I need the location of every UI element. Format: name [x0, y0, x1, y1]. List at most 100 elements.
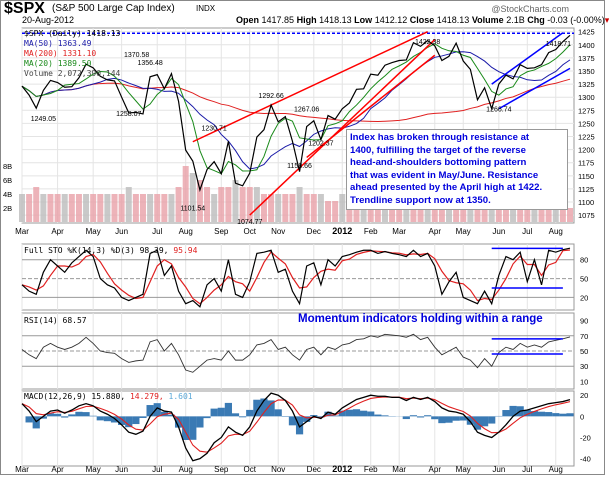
volume-tick-label: 6B: [3, 176, 12, 185]
x-tick-label: Jul: [522, 465, 532, 474]
macd-histogram-bar: [331, 415, 339, 417]
note-line: head-and-shoulders bottoming pattern: [350, 157, 527, 168]
price-label: 1267.06: [294, 106, 319, 113]
price-tick-label: 1125: [578, 185, 594, 194]
macd-histogram-bar: [352, 409, 361, 417]
x-tick-label: Jun: [115, 227, 128, 236]
price-line: [21, 34, 571, 193]
volume-bar: [125, 187, 132, 222]
macd-histogram-bar: [552, 413, 560, 417]
macd-histogram-bar: [167, 414, 176, 417]
macd-histogram-bar: [367, 411, 375, 417]
volume-tick-label: 2B: [3, 204, 12, 213]
x-tick-label: Sep: [214, 227, 229, 236]
macd-histogram-bar: [459, 416, 467, 421]
macd-histogram-bar: [431, 416, 439, 420]
volume-bar: [147, 194, 154, 222]
x-tick-label: May: [86, 465, 101, 474]
blue-trendline: [491, 32, 564, 85]
legend-price: $SPX (Daily) 1418.13: [24, 29, 121, 38]
volume-bar: [61, 194, 68, 222]
macd-histogram-bar: [239, 416, 247, 418]
macd-histogram-bar: [360, 410, 368, 417]
price-label: 1266.74: [486, 106, 511, 113]
low-value: 1412.12: [374, 15, 408, 25]
macd-histogram-bar: [210, 408, 218, 417]
macd-histogram-bar: [89, 415, 97, 417]
macd-legend-line: MACD(12,26,9) 15.880,: [24, 392, 126, 401]
x-tick-label: Sep: [214, 465, 229, 474]
macd-tick-label: 0: [580, 412, 584, 421]
volume-bar: [161, 194, 168, 222]
price-label: 1158.66: [287, 163, 312, 170]
volume-bar: [260, 194, 267, 222]
x-tick-label: Dec: [307, 465, 321, 474]
macd-histogram-bar: [488, 416, 496, 424]
x-tick-label: Nov: [271, 227, 285, 236]
volume-bar: [189, 173, 196, 222]
volume-bar: [104, 194, 111, 222]
x-tick-label: Jul: [152, 465, 162, 474]
high-label: High: [296, 15, 317, 25]
price-label: 1418.71: [546, 41, 571, 48]
price-tick-label: 1150: [578, 172, 594, 181]
macd-histogram-bar: [196, 416, 204, 428]
volume-bar: [211, 194, 218, 222]
annotation-box: Index has broken through resistance at 1…: [346, 129, 568, 210]
note-line: 1400, fulfilling the target of the rever…: [350, 144, 526, 156]
macd-histogram-bar: [203, 416, 211, 419]
macd-histogram-bar: [189, 416, 197, 440]
volume-bar: [40, 194, 47, 222]
macd-histogram-bar: [317, 416, 325, 418]
volume-bar: [75, 194, 82, 222]
macd-histogram-bar: [559, 413, 567, 417]
macd-histogram-bar: [231, 413, 240, 417]
macd-histogram-bar: [260, 398, 268, 417]
rsi-tick-label: 10: [580, 377, 588, 386]
low-label: Low: [354, 15, 373, 25]
macd-histogram-bar: [53, 413, 62, 417]
macd-histogram-bar: [445, 416, 453, 423]
x-tick-label: Jun: [492, 465, 505, 474]
volume-bar: [97, 194, 104, 222]
macd-histogram-bar: [153, 403, 161, 417]
x-tick-label: Aug: [549, 465, 563, 474]
legend-ma50: MA(50) 1363.49: [24, 39, 92, 48]
rsi-legend: RSI(14) 68.57: [24, 316, 87, 325]
macd-histogram-bar: [303, 416, 311, 422]
price-tick-label: 1225: [578, 133, 595, 142]
macd-histogram-bar: [267, 400, 275, 417]
x-tick-label: May: [456, 465, 471, 474]
price-tick-label: 1200: [578, 146, 595, 155]
sto-tick-label: 20: [580, 293, 588, 302]
macd-histogram-bar: [68, 414, 76, 417]
volume-bar: [567, 208, 573, 222]
ma200-line: [21, 78, 571, 123]
x-tick-label: Jun: [492, 227, 505, 236]
close-label: Close: [409, 15, 435, 25]
macd-histogram-bar: [338, 410, 346, 417]
price-tick-label: 1400: [578, 41, 595, 50]
price-label: 1230.71: [201, 125, 226, 132]
volume-bar: [282, 194, 289, 222]
macd-histogram-bar: [480, 416, 489, 427]
price-tick-label: 1375: [578, 54, 595, 63]
x-tick-label: Aug: [179, 227, 193, 236]
volume-bar: [118, 194, 125, 222]
macd-legend: MACD(12,26,9) 15.880, 14.279, 1.601: [24, 392, 193, 401]
x-tick-label: Jun: [115, 465, 128, 474]
macd-legend-hist: 1.601: [168, 392, 193, 401]
x-tick-label: Feb: [364, 465, 378, 474]
volume-bar: [239, 187, 246, 222]
volume-bar: [332, 201, 339, 222]
price-label: 1422.38: [415, 39, 440, 46]
x-tick-label: Aug: [549, 227, 563, 236]
macd-histogram-bar: [502, 410, 510, 417]
volume-bar: [289, 194, 296, 222]
x-tick-label: Oct: [244, 227, 257, 236]
volume-bar: [531, 201, 538, 222]
sto-d-line: [21, 249, 571, 305]
chg-label: Chg: [527, 15, 545, 25]
